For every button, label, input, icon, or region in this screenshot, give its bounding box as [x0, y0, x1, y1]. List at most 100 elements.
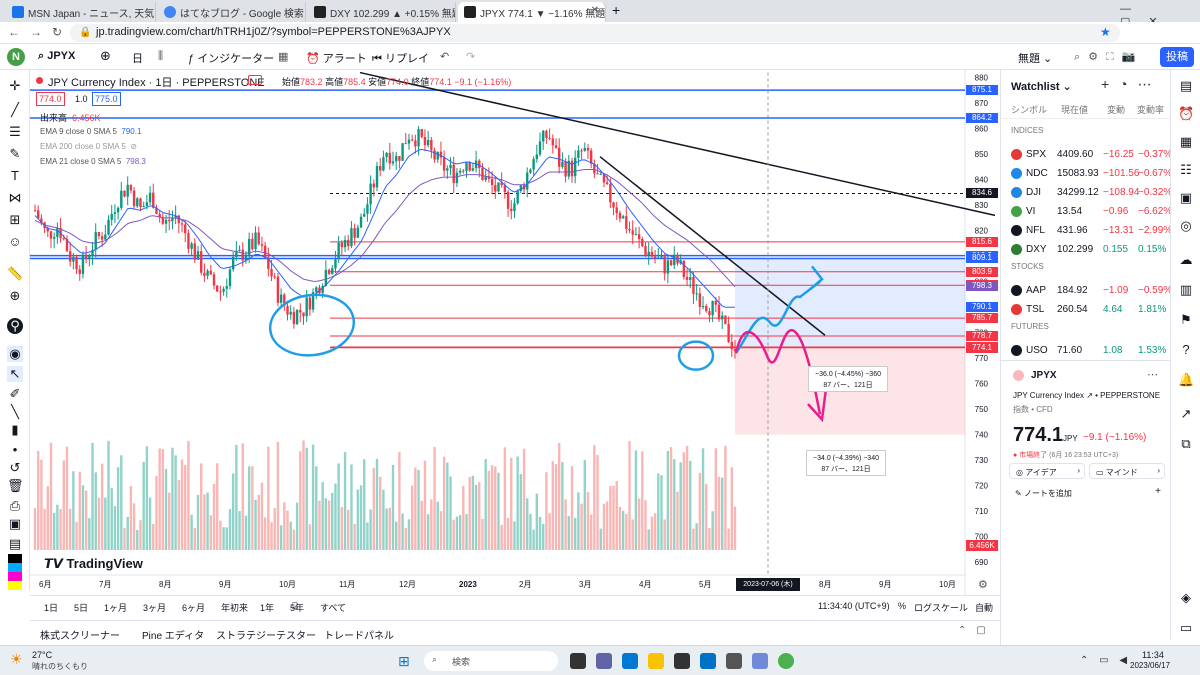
ruler-icon[interactable]: 📏: [7, 266, 24, 281]
replay-button[interactable]: ⏮ リプレイ: [372, 53, 429, 65]
panel-toggle-icon[interactable]: ⌃▢: [958, 625, 996, 636]
bottom-panel-tab[interactable]: ストラテジーテスター: [216, 631, 316, 642]
range-button[interactable]: 年初来: [221, 603, 249, 613]
tray-icons[interactable]: ⌃ ▭ ◀: [1080, 655, 1132, 666]
explorer-icon[interactable]: [648, 653, 664, 669]
flag-icon[interactable]: [248, 75, 262, 85]
pattern-icon[interactable]: ⋈: [8, 190, 22, 205]
symbol-title[interactable]: JPY Currency Index · 1日 · PEPPERSTONE: [48, 77, 265, 89]
zoom-icon[interactable]: ⊕: [9, 288, 21, 303]
mail-icon[interactable]: [700, 653, 716, 669]
discord-icon[interactable]: [752, 653, 768, 669]
trendline-icon[interactable]: ╱: [11, 102, 19, 117]
tab-dxy[interactable]: DXY 102.299 ▲ +0.15% 無題: [308, 2, 456, 22]
indicators-button[interactable]: ƒ インジケーター: [188, 53, 275, 65]
teams-icon[interactable]: [596, 653, 612, 669]
watchlist-row[interactable]: DJI 34299.12 −108.94 −0.32%: [1001, 184, 1172, 202]
marker-icon[interactable]: ✐: [9, 386, 21, 401]
chart-clock[interactable]: 11:34:40 (UTC+9): [818, 601, 890, 611]
pine-icon[interactable]: ⧉: [1181, 436, 1191, 451]
layers-icon[interactable]: ◈: [1181, 590, 1191, 605]
screener-icon[interactable]: ▥: [1179, 282, 1193, 297]
watchlist-row[interactable]: SPX 4409.60 −16.25 −0.37%: [1001, 146, 1172, 164]
watchlist-row[interactable]: DXY 102.299 0.155 0.15%: [1001, 241, 1171, 259]
help-icon[interactable]: ?: [1182, 342, 1190, 357]
watchlist-section-header[interactable]: STOCKS: [1011, 262, 1044, 271]
chart-area[interactable]: 8808708608508408308208108007907807707607…: [30, 70, 1000, 595]
weather-icon[interactable]: ☀: [10, 651, 23, 667]
tab-msn[interactable]: MSN Japan - ニュース, 天気, メール (Hotm...: [6, 2, 156, 22]
undo-icon[interactable]: ↶: [440, 51, 450, 63]
cursor-icon[interactable]: ↖: [7, 366, 23, 382]
star-icon[interactable]: ★: [1100, 25, 1111, 39]
ask-box[interactable]: 775.0: [92, 92, 121, 106]
range-button[interactable]: 1ヶ月: [104, 603, 128, 613]
watchlist-icon[interactable]: ▤: [1179, 78, 1193, 93]
settings-icons[interactable]: ⌕⚙⛶📷: [1074, 51, 1144, 63]
measure-label-down[interactable]: −34.0 (−4.39%) −340 87 バー、121日: [806, 450, 886, 476]
new-tab-icon[interactable]: +: [612, 2, 621, 18]
watchlist-row[interactable]: AAP 184.92 −1.09 −0.59%: [1001, 282, 1172, 300]
document-icon[interactable]: ▤: [8, 536, 22, 551]
price-chart[interactable]: 8808708608508408308208108007907807707607…: [30, 70, 1000, 595]
eye-icon[interactable]: ◉: [7, 346, 23, 362]
add-symbol-icon[interactable]: ⊕: [100, 48, 111, 63]
watchlist-title[interactable]: Watchlist ⌄: [1011, 81, 1072, 93]
alert-button[interactable]: ⏰ アラート: [306, 53, 367, 65]
bid-box[interactable]: 774.0: [36, 92, 65, 106]
auto-scale-toggle[interactable]: 自動: [975, 603, 994, 613]
feedback-icon[interactable]: ▭: [1179, 620, 1193, 635]
notification-icon[interactable]: 🔔: [1178, 372, 1195, 387]
layout-name[interactable]: 無題 ⌄: [1018, 53, 1053, 65]
task-view-icon[interactable]: [570, 653, 586, 669]
edge-icon[interactable]: [622, 653, 638, 669]
range-button[interactable]: 1日: [44, 603, 59, 613]
taskbar-search[interactable]: ⌕ 検索: [424, 651, 558, 671]
range-button[interactable]: 1年: [260, 603, 275, 613]
range-button[interactable]: 5日: [74, 603, 89, 613]
trash-icon[interactable]: 🗑: [7, 478, 24, 493]
chrome-icon[interactable]: [778, 653, 794, 669]
timezone-settings-icon[interactable]: ⚙: [978, 579, 988, 591]
measure-label-up[interactable]: −36.0 (−4.45%) −360 87 バー、121日: [808, 366, 888, 392]
news-icon[interactable]: ☷: [1180, 162, 1192, 177]
nav-arrows-icon[interactable]: ←→↻: [8, 25, 73, 39]
watchlist-row[interactable]: USO 71.60 1.08 1.53%: [1001, 342, 1171, 360]
url-field[interactable]: 🔒 jp.tradingview.com/chart/hTRH1j0Z/?symb…: [70, 24, 1120, 42]
range-button[interactable]: 5年: [290, 603, 305, 613]
date-range-icon[interactable]: ⌸: [292, 601, 298, 611]
redo-icon[interactable]: ↷: [466, 51, 476, 63]
calendar-icon[interactable]: ▣: [1179, 190, 1193, 205]
watchlist-row[interactable]: NDC 15083.93 −101.56 −0.67%: [1001, 165, 1172, 183]
close-tab-icon[interactable]: ✕: [590, 5, 599, 16]
watchlist-section-header[interactable]: INDICES: [1011, 126, 1044, 135]
log-scale-toggle[interactable]: ログスケール: [914, 603, 969, 613]
watchlist-row[interactable]: TSL 260.54 4.64 1.81%: [1001, 301, 1171, 319]
brush-icon[interactable]: ✎: [9, 146, 21, 161]
store-icon[interactable]: [674, 653, 690, 669]
alerts-icon[interactable]: ⏰: [1178, 106, 1195, 121]
mind-button[interactable]: ▭ マインド ›: [1089, 463, 1165, 479]
bottom-panel-tab[interactable]: Pine エディタ: [142, 631, 205, 642]
color-palette-icon[interactable]: [8, 554, 22, 590]
percent-toggle[interactable]: %: [898, 601, 907, 611]
measure-icon[interactable]: ⊞: [9, 212, 21, 227]
windows-start-icon[interactable]: ⊞: [398, 653, 410, 669]
trend-icon[interactable]: ↗: [1180, 406, 1192, 421]
camera-icon[interactable]: ▣: [8, 516, 22, 531]
add-note-button[interactable]: ✎ ノートを追加 +: [1015, 486, 1161, 498]
emoji-icon[interactable]: ☺: [8, 234, 22, 249]
text-icon[interactable]: T: [11, 168, 19, 183]
range-button[interactable]: 6ヶ月: [182, 603, 206, 613]
clock-time[interactable]: 11:34: [1142, 650, 1164, 660]
app-icon[interactable]: [726, 653, 742, 669]
symbol-search[interactable]: ⌕ JPYX: [38, 50, 76, 62]
volume-legend[interactable]: 出来高 6.456K: [40, 113, 101, 123]
ideas-button[interactable]: ◎ アイデア ›: [1009, 463, 1085, 479]
bottom-panel-tab[interactable]: 株式スクリーナー: [40, 631, 120, 642]
fib-icon[interactable]: ☰: [9, 124, 21, 139]
interval-button[interactable]: 日: [132, 53, 143, 65]
hidden-eye-icon[interactable]: ⊘: [130, 142, 137, 151]
crosshair-icon[interactable]: ✛: [9, 78, 21, 93]
chat-icon[interactable]: ☁: [1179, 252, 1193, 267]
